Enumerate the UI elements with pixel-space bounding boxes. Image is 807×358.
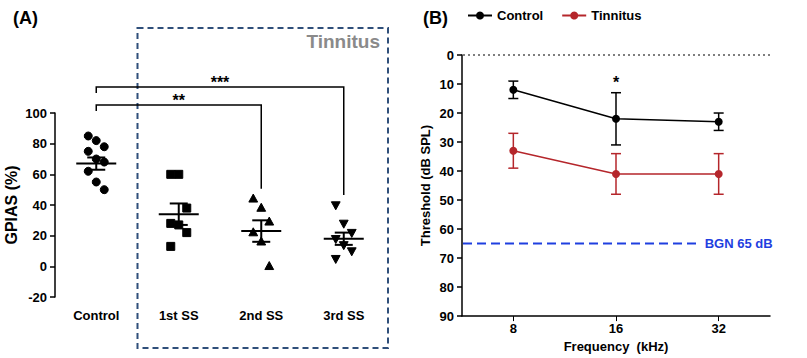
svg-text:100: 100 <box>25 106 47 121</box>
svg-text:20: 20 <box>33 228 47 243</box>
svg-text:60: 60 <box>33 167 47 182</box>
svg-text:70: 70 <box>440 251 454 266</box>
svg-text:Tinnitus: Tinnitus <box>591 8 641 23</box>
svg-text:30: 30 <box>440 135 454 150</box>
svg-text:*: * <box>613 74 620 91</box>
svg-text:80: 80 <box>33 136 47 151</box>
svg-text:3rd SS: 3rd SS <box>323 308 365 323</box>
svg-text:8: 8 <box>510 321 517 336</box>
svg-text:40: 40 <box>440 164 454 179</box>
svg-text:GPIAS (%): GPIAS (%) <box>3 165 20 244</box>
svg-text:0: 0 <box>447 48 454 63</box>
svg-text:BGN 65 dB: BGN 65 dB <box>705 236 773 251</box>
svg-text:***: *** <box>211 74 230 91</box>
svg-text:32: 32 <box>711 321 725 336</box>
svg-text:10: 10 <box>440 77 454 92</box>
svg-text:2nd SS: 2nd SS <box>239 308 283 323</box>
svg-text:50: 50 <box>440 193 454 208</box>
svg-text:(A): (A) <box>13 8 38 28</box>
svg-text:0: 0 <box>40 259 47 274</box>
svg-text:80: 80 <box>440 280 454 295</box>
svg-text:**: ** <box>173 92 186 109</box>
svg-text:Control: Control <box>73 308 119 323</box>
svg-text:Control: Control <box>497 8 543 23</box>
svg-text:90: 90 <box>440 309 454 324</box>
svg-text:Frequency (kHz): Frequency (kHz) <box>564 339 669 354</box>
svg-text:-20: -20 <box>28 290 47 305</box>
svg-text:Threshold (dB SPL): Threshold (dB SPL) <box>418 125 433 246</box>
svg-text:16: 16 <box>609 321 623 336</box>
svg-text:Tinnitus: Tinnitus <box>306 31 380 52</box>
svg-text:60: 60 <box>440 222 454 237</box>
svg-text:(B): (B) <box>423 8 448 28</box>
svg-text:1st SS: 1st SS <box>159 308 199 323</box>
svg-text:40: 40 <box>33 198 47 213</box>
svg-text:20: 20 <box>440 106 454 121</box>
